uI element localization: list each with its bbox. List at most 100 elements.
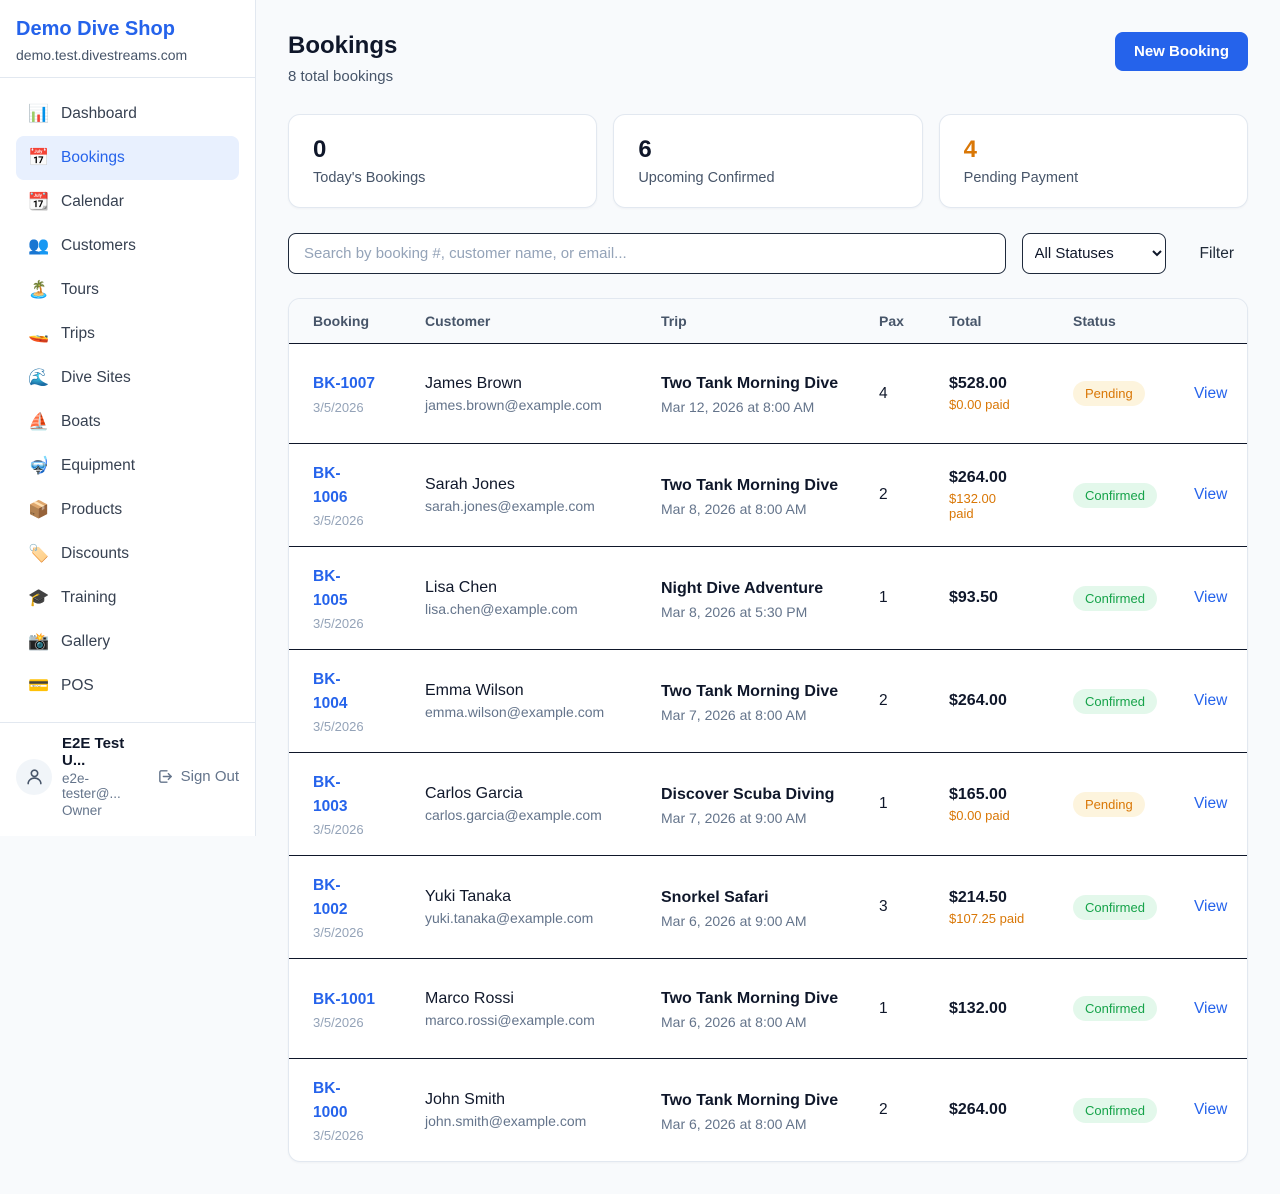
sidebar-item-equipment[interactable]: 🤿 Equipment xyxy=(28,456,136,475)
table-row: BK- 1004 3/5/2026 Emma Wilson emma.wilson… xyxy=(289,650,1247,754)
booking-id-link[interactable]: BK- 1003 xyxy=(313,774,348,816)
booking-date: 3/5/2026 xyxy=(313,925,364,941)
total-amount: $264.00 xyxy=(949,692,1007,710)
view-link[interactable]: View xyxy=(1194,1101,1228,1119)
view-link[interactable]: View xyxy=(1194,999,1228,1017)
actions-cell: View xyxy=(1194,1000,1227,1018)
booking-cell: BK-1007 3/5/2026 xyxy=(313,372,401,414)
trip-time: Mar 12, 2026 at 8:00 AM xyxy=(661,399,815,415)
booking-id-link[interactable]: BK- 1000 xyxy=(313,1080,348,1122)
sidebar-item-products[interactable]: 📦 Products xyxy=(28,500,123,519)
column-header-booking: Booking xyxy=(313,313,369,329)
booking-id-link[interactable]: BK- 1002 xyxy=(313,877,348,919)
main-content: Bookings 8 total bookings New Booking 0 … xyxy=(256,0,1280,1194)
column-header-trip: Trip xyxy=(661,313,687,329)
view-link[interactable]: View xyxy=(1194,898,1228,916)
booking-cell: BK- 1004 3/5/2026 xyxy=(313,668,401,734)
trip-time: Mar 6, 2026 at 8:00 AM xyxy=(661,1014,807,1031)
dashboard-icon: 📊 xyxy=(28,104,50,123)
booking-id-link[interactable]: BK-1007 xyxy=(313,375,376,393)
paid-amount: $107.25 paid xyxy=(949,910,1025,926)
sidebar-item-pos[interactable]: 💳 POS xyxy=(28,676,94,695)
trip-name: Two Tank Morning Dive xyxy=(661,990,839,1008)
customer-name: Emma Wilson xyxy=(425,682,524,700)
customer-cell: Marco Rossi marco.rossi@example.com xyxy=(425,990,637,1028)
stat-value: 0 xyxy=(313,136,327,163)
stat-card-pending-payment: 4 Pending Payment xyxy=(938,114,1248,208)
customer-email: carlos.garcia@example.com xyxy=(425,807,602,824)
sidebar-item-dive-sites[interactable]: 🌊 Dive Sites xyxy=(28,368,131,387)
booking-id-link[interactable]: BK- 1006 xyxy=(313,465,348,507)
booking-date: 3/5/2026 xyxy=(313,1128,364,1144)
status-badge: Confirmed xyxy=(1073,688,1157,714)
view-link[interactable]: View xyxy=(1194,486,1228,504)
paid-amount: $132.00 paid xyxy=(949,491,996,522)
search-input[interactable] xyxy=(288,233,1006,274)
filter-button[interactable]: Filter xyxy=(1182,245,1248,263)
trip-time: Mar 6, 2026 at 9:00 AM xyxy=(661,912,807,929)
brand-block: Demo Dive Shop demo.test.divestreams.com xyxy=(0,0,255,78)
booking-id-link[interactable]: BK- 1004 xyxy=(313,671,348,713)
sidebar-item-discounts[interactable]: 🏷️ Discounts xyxy=(28,544,130,563)
new-booking-button[interactable]: New Booking xyxy=(1114,32,1248,71)
table-row: BK- 1006 3/5/2026 Sarah Jones sarah.jones… xyxy=(289,444,1247,548)
booking-id-link[interactable]: BK-1001 xyxy=(313,990,376,1008)
user-meta: E2E Test U... e2e-tester@... Owner xyxy=(62,735,147,818)
view-link[interactable]: View xyxy=(1194,589,1228,607)
booking-cell: BK- 1006 3/5/2026 xyxy=(313,462,401,528)
stat-label: Today's Bookings xyxy=(313,170,426,186)
actions-cell: View xyxy=(1194,795,1227,813)
booking-date: 3/5/2026 xyxy=(313,822,364,838)
trip-cell: Two Tank Morning Dive Mar 12, 2026 at 8:… xyxy=(661,372,855,415)
actions-cell: View xyxy=(1194,486,1227,504)
sidebar-item-trips[interactable]: 🚤 Trips xyxy=(28,324,95,343)
view-link[interactable]: View xyxy=(1194,692,1228,710)
customer-email: marco.rossi@example.com xyxy=(425,1011,595,1028)
paid-amount: $0.00 paid xyxy=(949,807,1010,823)
boats-icon: ⛵ xyxy=(28,412,50,431)
total-amount: $528.00 xyxy=(949,375,1007,392)
total-cell: $165.00 $0.00 paid xyxy=(949,786,1049,823)
stat-label: Pending Payment xyxy=(963,170,1079,186)
status-cell: Confirmed xyxy=(1073,996,1170,1022)
booking-cell: BK- 1002 3/5/2026 xyxy=(313,874,401,940)
trip-name: Snorkel Safari xyxy=(661,888,769,906)
sidebar: Demo Dive Shop demo.test.divestreams.com… xyxy=(0,0,256,836)
view-link[interactable]: View xyxy=(1194,384,1228,402)
pos-icon: 💳 xyxy=(28,676,50,695)
sidebar-item-calendar[interactable]: 📆 Calendar xyxy=(28,192,124,211)
customer-name: Marco Rossi xyxy=(425,989,514,1007)
view-link[interactable]: View xyxy=(1194,795,1228,813)
total-amount: $214.50 xyxy=(949,888,1007,906)
customer-name: Lisa Chen xyxy=(425,579,498,597)
sidebar-item-bookings[interactable]: 📅 Bookings xyxy=(16,136,239,180)
booking-cell: BK-1001 3/5/2026 xyxy=(313,988,401,1030)
trip-cell: Two Tank Morning Dive Mar 6, 2026 at 8:0… xyxy=(661,987,855,1030)
sidebar-item-dashboard[interactable]: 📊 Dashboard xyxy=(28,104,137,123)
status-cell: Confirmed xyxy=(1073,482,1170,508)
sidebar-item-tours[interactable]: 🏝️ Tours xyxy=(28,280,99,299)
trip-name: Two Tank Morning Dive xyxy=(661,682,839,700)
customer-email: lisa.chen@example.com xyxy=(425,601,578,618)
sign-out-button[interactable]: Sign Out xyxy=(157,768,239,785)
booking-cell: BK- 1003 3/5/2026 xyxy=(313,771,401,837)
trip-time: Mar 8, 2026 at 8:00 AM xyxy=(661,500,807,517)
column-header-customer: Customer xyxy=(425,313,491,329)
sign-out-label: Sign Out xyxy=(180,768,239,785)
sidebar-item-training[interactable]: 🎓 Training xyxy=(28,588,117,607)
pax-value: 2 xyxy=(879,1101,888,1119)
trip-name: Two Tank Morning Dive xyxy=(661,375,839,392)
user-name: E2E Test U... xyxy=(62,735,125,769)
status-select[interactable]: All Statuses xyxy=(1021,233,1166,274)
status-cell: Confirmed xyxy=(1073,1097,1170,1123)
pax-value: 4 xyxy=(879,384,888,402)
booking-id-link[interactable]: BK- 1005 xyxy=(313,568,348,610)
sidebar-item-gallery[interactable]: 📸 Gallery xyxy=(28,632,111,651)
sidebar-item-boats[interactable]: ⛵ Boats xyxy=(28,412,101,431)
bookings-table: Booking Customer Trip Pax Total Status B… xyxy=(288,298,1248,1163)
user-section: E2E Test U... e2e-tester@... Owner Sign … xyxy=(0,722,255,830)
page-title: Bookings xyxy=(288,32,398,59)
sidebar-item-customers[interactable]: 👥 Customers xyxy=(28,236,136,255)
total-amount: $264.00 xyxy=(949,1101,1007,1119)
customer-cell: Sarah Jones sarah.jones@example.com xyxy=(425,476,637,514)
